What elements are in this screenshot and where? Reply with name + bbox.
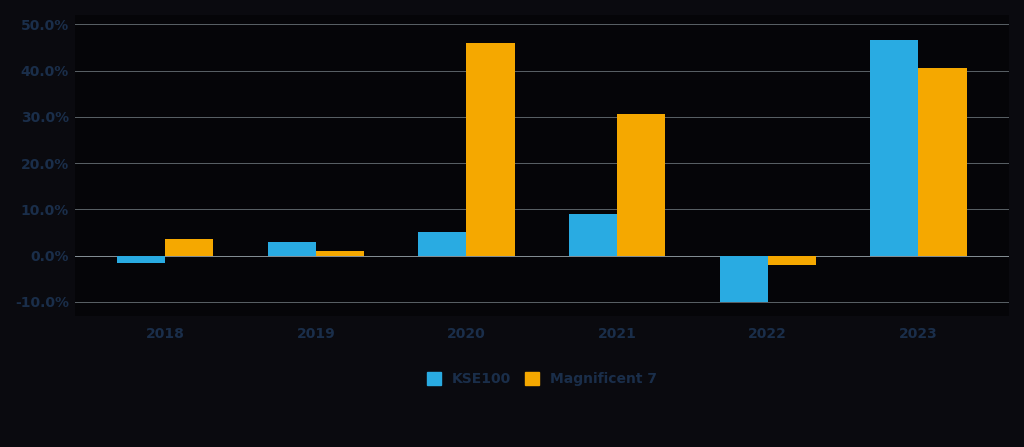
Bar: [870, 40, 919, 256]
Legend: KSE100, Magnificent 7: KSE100, Magnificent 7: [420, 365, 664, 393]
Bar: [919, 68, 967, 256]
Bar: [720, 256, 768, 302]
Bar: [418, 232, 467, 256]
Bar: [117, 256, 165, 262]
Bar: [617, 114, 666, 256]
Bar: [768, 256, 816, 265]
Bar: [267, 242, 315, 256]
Bar: [315, 251, 365, 256]
Bar: [165, 240, 213, 256]
Bar: [467, 43, 515, 256]
Bar: [569, 214, 617, 256]
